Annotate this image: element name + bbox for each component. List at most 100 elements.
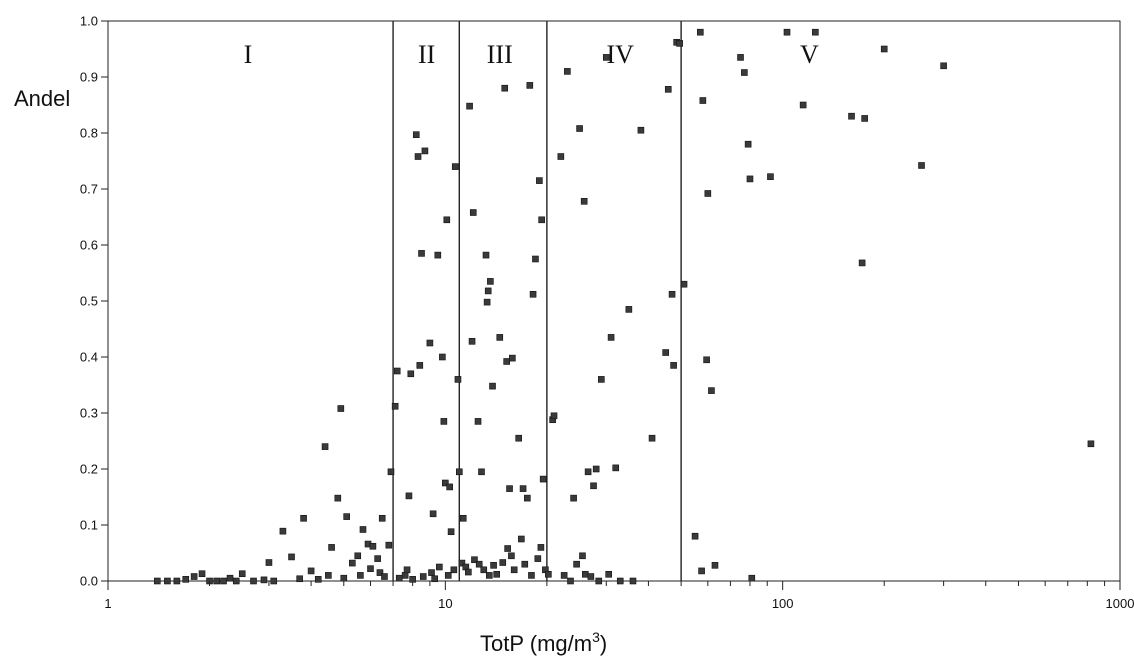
data-point bbox=[459, 514, 467, 522]
data-point bbox=[741, 69, 748, 76]
data-point bbox=[307, 567, 315, 575]
data-point bbox=[573, 560, 580, 568]
data-point bbox=[487, 278, 494, 285]
x-axis: 1 10 100 1000 bbox=[104, 581, 1134, 611]
y-tick-label: 0.7 bbox=[80, 182, 98, 197]
data-point bbox=[447, 528, 455, 536]
y-tick-label: 0.8 bbox=[80, 126, 98, 141]
data-point bbox=[401, 572, 409, 579]
data-point bbox=[385, 541, 393, 549]
data-point bbox=[328, 544, 335, 551]
data-point bbox=[419, 573, 427, 580]
data-point bbox=[340, 574, 348, 582]
data-point bbox=[504, 545, 511, 552]
data-point bbox=[812, 28, 819, 36]
data-point bbox=[602, 54, 610, 61]
data-point bbox=[648, 434, 656, 442]
data-point bbox=[279, 527, 287, 535]
data-point bbox=[580, 198, 588, 205]
data-point bbox=[567, 577, 574, 585]
data-point bbox=[314, 576, 322, 583]
data-point bbox=[629, 577, 637, 585]
zone-boundaries bbox=[392, 21, 682, 581]
x-axis-title-main: TotP (mg/m bbox=[480, 631, 592, 656]
data-point bbox=[369, 542, 377, 550]
data-point bbox=[918, 162, 925, 169]
data-points bbox=[153, 28, 1095, 585]
data-point bbox=[598, 376, 605, 383]
data-point bbox=[475, 560, 483, 568]
y-axis-title: Andel bbox=[14, 86, 70, 111]
data-point bbox=[576, 125, 583, 132]
data-point bbox=[783, 28, 791, 36]
data-point bbox=[746, 175, 754, 183]
x-axis-title-sup: 3 bbox=[592, 629, 600, 645]
data-point bbox=[434, 251, 442, 259]
data-point bbox=[376, 569, 384, 576]
data-point bbox=[288, 553, 295, 561]
data-point bbox=[668, 290, 676, 298]
data-point bbox=[538, 216, 545, 224]
data-point bbox=[519, 485, 527, 492]
data-point bbox=[625, 306, 633, 313]
data-point bbox=[704, 190, 712, 197]
data-point bbox=[153, 577, 161, 585]
data-point bbox=[880, 45, 888, 53]
data-point bbox=[590, 482, 597, 490]
zone-label: IV bbox=[607, 40, 635, 69]
data-point bbox=[510, 566, 518, 574]
data-point bbox=[478, 468, 485, 476]
data-point bbox=[858, 259, 866, 267]
data-point bbox=[455, 468, 463, 476]
data-point bbox=[539, 475, 547, 483]
data-point bbox=[489, 382, 496, 390]
plot-frame bbox=[107, 20, 1121, 582]
data-point bbox=[349, 559, 356, 567]
data-point bbox=[466, 102, 473, 110]
data-point bbox=[381, 573, 388, 580]
data-point bbox=[265, 559, 273, 566]
data-point bbox=[708, 387, 715, 394]
data-point bbox=[485, 572, 493, 579]
data-point bbox=[484, 287, 492, 295]
data-point bbox=[238, 570, 246, 578]
y-axis: 0.0 0.1 0.2 0.3 0.4 0.5 0.6 0.7 0.8 0.9 1.0 bbox=[80, 14, 108, 589]
data-point bbox=[374, 555, 381, 562]
data-point bbox=[607, 334, 615, 341]
data-point bbox=[697, 28, 704, 36]
data-point bbox=[526, 82, 534, 89]
data-point bbox=[560, 572, 568, 579]
data-point bbox=[536, 177, 543, 184]
data-point bbox=[703, 356, 710, 364]
data-point bbox=[173, 577, 181, 585]
x-tick-label: 1000 bbox=[1106, 596, 1134, 611]
data-point bbox=[680, 280, 688, 288]
data-point bbox=[426, 339, 434, 347]
data-point bbox=[343, 513, 350, 520]
zone-label: III bbox=[487, 40, 513, 69]
data-point bbox=[418, 250, 425, 257]
data-point bbox=[595, 577, 603, 585]
data-point bbox=[391, 402, 399, 410]
data-point bbox=[515, 434, 522, 442]
data-point bbox=[412, 131, 420, 138]
data-point bbox=[592, 465, 600, 473]
data-point bbox=[664, 86, 672, 93]
data-point bbox=[468, 338, 476, 345]
x-tick-label: 1 bbox=[104, 596, 111, 611]
data-point bbox=[557, 153, 565, 160]
data-point bbox=[465, 568, 472, 576]
data-point bbox=[416, 362, 424, 369]
data-point bbox=[393, 367, 401, 375]
data-point bbox=[582, 570, 589, 578]
data-point bbox=[440, 418, 448, 425]
data-point bbox=[357, 572, 364, 579]
data-point bbox=[296, 575, 303, 583]
data-point bbox=[534, 555, 542, 562]
data-point bbox=[483, 298, 491, 306]
data-point bbox=[612, 464, 620, 472]
x-tick-label: 100 bbox=[772, 596, 794, 611]
y-tick-label: 0.4 bbox=[80, 350, 98, 365]
data-point bbox=[496, 334, 504, 341]
